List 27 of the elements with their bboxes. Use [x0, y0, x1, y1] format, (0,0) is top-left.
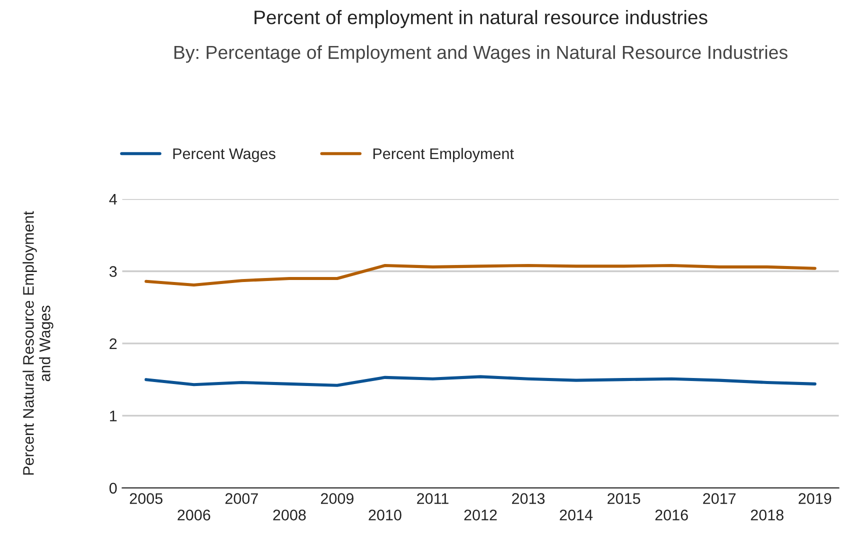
y-tick-label: 2 — [110, 338, 117, 350]
line-series — [144, 264, 816, 286]
x-tick-label: 2014 — [560, 510, 593, 520]
x-tick-label: 2006 — [178, 510, 210, 520]
legend-label: Percent Employment — [373, 148, 514, 162]
x-tick-label: 2012 — [464, 510, 497, 520]
y-tick-label: 1 — [110, 410, 117, 422]
x-tick-label: 2019 — [798, 493, 832, 504]
legend-label: Percent Wages — [173, 148, 276, 162]
x-tick-label: 2009 — [320, 493, 354, 504]
x-tick-label: 2018 — [750, 510, 784, 520]
line-series — [144, 375, 816, 387]
x-tick-label: 2008 — [273, 510, 306, 520]
x-tick-label: 2017 — [703, 493, 736, 504]
y-tick-label: 3 — [109, 266, 117, 277]
x-tick-label: 2010 — [368, 510, 402, 520]
chart-subtitle: By: Percentage of Employment and Wages in Natural Resource Industries — [174, 45, 788, 63]
chart-title: Percent of employment in natural resource industries — [254, 10, 708, 28]
y-tick-label: 0 — [109, 482, 117, 494]
x-tick-label: 2005 — [130, 493, 162, 504]
x-tick-label: 2007 — [225, 493, 258, 504]
y-tick-label: 4 — [109, 194, 117, 205]
x-tick-label: 2013 — [512, 493, 545, 504]
x-tick-label: 2011 — [417, 493, 448, 504]
y-axis-title: Percent Natural Resource Employment and Wages — [22, 211, 54, 475]
x-tick-label: 2015 — [608, 493, 640, 504]
x-tick-label: 2016 — [655, 510, 688, 520]
